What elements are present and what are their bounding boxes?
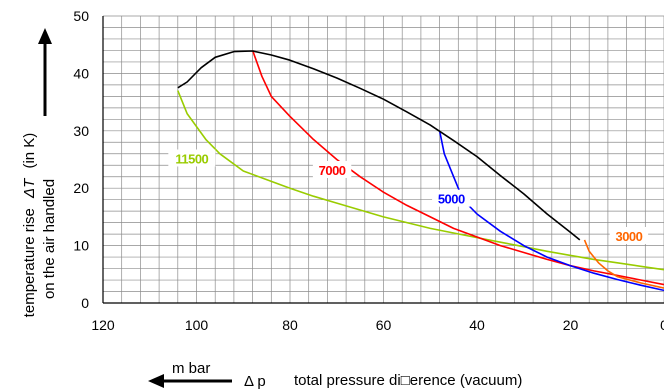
y-tick-label: 20 [73,180,89,196]
chart-grid [102,15,664,304]
x-axis-symbol: Δ p [244,373,266,390]
x-tick-label: 60 [376,317,392,333]
x-tick-label: 80 [282,317,298,333]
curve-label-3000: 3000 [615,229,642,244]
curve-label-background [312,160,352,178]
curve-label-7000: 7000 [319,163,346,178]
series-line-5000 [438,130,664,292]
y-axis-title: temperature rise ΔT (in K) on the air ha… [21,133,58,318]
y-tick-label: 40 [73,65,89,81]
curve-label-background [609,226,649,244]
x-tick-label: 20 [563,317,579,333]
y-axis-arrow-icon [38,28,52,116]
series-line-7000 [251,50,664,286]
curve-labels: 11500 7000 5000 3000 [168,149,649,244]
x-tick-label: 120 [91,317,115,333]
curve-label-background [168,149,216,167]
y-tick-label: 50 [73,8,89,24]
curve-label-background [432,189,471,207]
svg-text:temperature rise ΔT: temperature rise ΔT (in K) [21,133,38,318]
series-line-11500 [177,90,664,271]
series-line-3000 [583,239,664,289]
y-axis-symbol: ΔT [21,177,38,199]
y-tick-label: 0 [81,295,89,311]
curve-label-5000: 5000 [438,192,465,207]
x-tick-label: 100 [185,317,209,333]
x-axis-ticks: 120 100 80 60 40 20 0 [91,317,664,333]
y-axis-label-line2: on the air handled [41,179,58,299]
x-axis-label: total pressure di□erence (vacuum) [294,372,522,389]
chart-series [177,50,664,292]
y-tick-label: 10 [73,238,89,254]
y-axis-label-line1: temperature rise [21,208,38,317]
x-tick-label: 40 [469,317,485,333]
y-axis-unit: (in K) [21,133,38,169]
y-tick-label: 30 [73,123,89,139]
x-axis-arrow-icon [148,374,232,388]
y-axis-ticks: 0 10 20 30 40 50 [73,8,89,311]
x-axis-unit: m bar [172,360,210,377]
x-tick-label: 0 [660,317,664,333]
series-line-envelope [177,50,581,241]
chart-axes [102,16,664,304]
curve-label-11500: 11500 [175,152,208,167]
